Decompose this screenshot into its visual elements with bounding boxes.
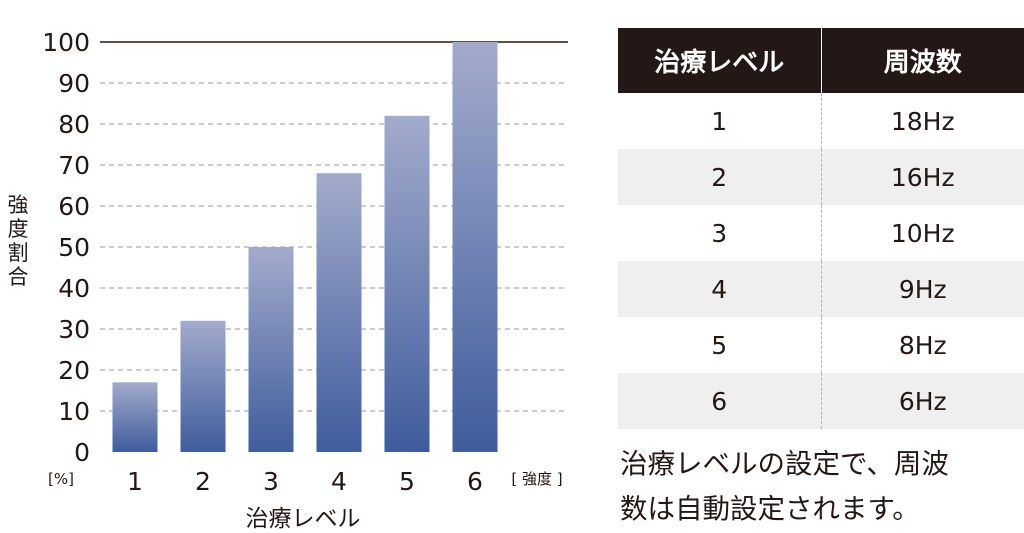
x-axis-unit: [ 強度 ]	[511, 470, 562, 488]
bar-level-4	[316, 173, 362, 452]
y-tick-label: 30	[58, 315, 90, 344]
table-row: 2 16Hz	[618, 149, 1024, 205]
table-row: 4 9Hz	[618, 261, 1024, 317]
y-tick-label: 80	[58, 110, 90, 139]
table-cell-frequency: 18Hz	[890, 106, 955, 136]
table-cell-frequency: 6Hz	[821, 373, 1024, 429]
x-tick-label: 3	[263, 467, 279, 496]
y-tick-label: 70	[58, 151, 90, 180]
table-cell-level: 6	[618, 373, 822, 429]
y-tick-label: 0	[74, 438, 90, 467]
table-row: 3 10Hz	[618, 205, 1024, 261]
x-tick-label: 1	[127, 467, 143, 496]
bar-level-5	[384, 115, 430, 453]
table-cell-frequency: 9Hz	[821, 261, 1024, 317]
y-tick-label: 100	[42, 28, 90, 57]
bar-level-6	[452, 42, 498, 452]
y-tick-label: 90	[58, 69, 90, 98]
x-tick-label: 2	[195, 467, 211, 496]
y-axis-label-char: 割	[8, 241, 29, 265]
table-row: 5 8Hz	[618, 317, 1024, 373]
y-axis-unit: [%]	[48, 470, 74, 488]
table-cell-level: 1	[618, 93, 822, 149]
y-axis-label-char: 強	[8, 193, 29, 217]
y-tick-label: 20	[58, 356, 90, 385]
x-axis-label: 治療レベル	[246, 506, 361, 532]
y-tick-label: 40	[58, 274, 90, 303]
header-treatment-level: 治療レベル	[618, 28, 822, 93]
table-cell-level: 3	[618, 205, 822, 261]
x-tick-label: 4	[331, 467, 347, 496]
y-axis-label-char: 度	[8, 217, 29, 241]
x-tick-label: 6	[467, 467, 483, 496]
header-frequency: 周波数	[821, 28, 1024, 93]
y-tick-label: 50	[58, 233, 90, 262]
table-cell-level: 5	[618, 317, 822, 373]
table-cell-frequency: 10Hz	[890, 218, 955, 248]
note-text: 治療レベルの設定で、周波 数は自動設定されます。	[620, 442, 1024, 532]
note-line-1: 治療レベルの設定で、周波	[620, 448, 949, 480]
y-tick-label: 10	[58, 397, 90, 426]
bar-level-3	[248, 247, 294, 452]
table-header-row: 治療レベル 周波数	[618, 28, 1024, 93]
frequency-table: 治療レベル 周波数 1 18Hz 2 16Hz 3 10Hz 4 9Hz 5 8…	[618, 28, 1024, 429]
table-row: 6 6Hz	[618, 373, 1024, 429]
y-axis-label-char: 合	[8, 265, 29, 289]
table-cell-level: 4	[618, 261, 822, 317]
y-tick-label: 60	[58, 192, 90, 221]
table-cell-frequency: 8Hz	[898, 330, 947, 360]
table-cell-level: 2	[618, 149, 822, 205]
bar-level-1	[112, 382, 158, 452]
note-line-2: 数は自動設定されます。	[620, 493, 920, 525]
table-cell-frequency: 16Hz	[821, 149, 1024, 205]
x-tick-label: 5	[399, 467, 415, 496]
bar-level-2	[180, 320, 226, 452]
table-row: 1 18Hz	[618, 93, 1024, 149]
